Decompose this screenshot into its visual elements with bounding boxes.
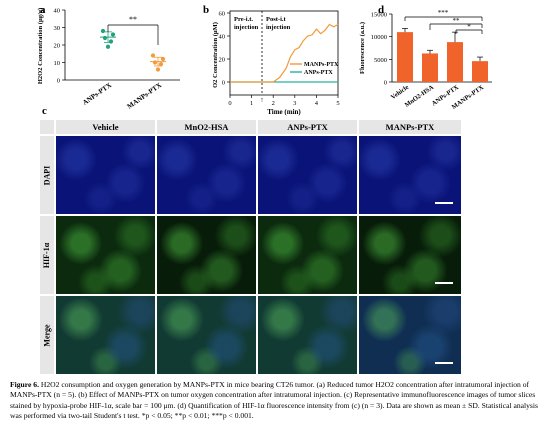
column-header-mno2-hsa: MnO2-HSA [157,120,256,134]
chart-a-point [155,67,161,72]
chart-d-tick-label: 15000 [371,12,387,19]
chart-a-tick-label: 30 [54,25,61,32]
scale-bar [435,282,453,284]
chart-b-legend: MANPs-PTX ANPs-PTX [290,62,339,76]
chart-d-y-label: Fluorescence (a.u.) [359,22,366,74]
image-hif-vehicle [56,216,155,294]
chart-b-ytick-label: 0 [222,80,225,87]
legend-label-anps: ANPs-PTX [304,70,333,76]
chart-a-tick-label: 40 [54,8,61,15]
chart-b-pre-label-1: Pre-i.t. [234,16,253,23]
chart-d-bar [447,42,463,82]
image-merge-manps-ptx [359,296,461,374]
chart-a-y-label: H2O2 Concentration (µg/g) [37,8,44,84]
chart-d-tick-label: 10000 [371,34,387,41]
scale-bar [435,362,453,364]
chart-d-bars [397,28,488,82]
chart-a-point [160,56,166,62]
chart-b-xtick-label: 3 [293,100,296,107]
chart-b-post-label-1: Post-i.t [266,16,287,23]
row-label-dapi: DAPI [40,136,54,214]
chart-b-ytick-label: 20 [219,57,226,64]
image-merge-vehicle [56,296,155,374]
panel-letter-c: c [42,105,47,117]
image-dapi-vehicle [56,136,155,214]
chart-d-sig-1: *** [438,9,449,17]
column-header-anps-ptx: ANPs-PTX [258,120,357,134]
chart-b-lines [230,23,339,83]
chart-a-sig-label: ** [129,15,137,24]
row-label-hif: HIF-1α [40,216,54,294]
chart-a-y-ticks: 0 10 20 30 40 [54,8,65,85]
panel-letter-b: b [203,4,209,16]
image-dapi-manps-ptx [359,136,461,214]
chart-b-pre-label-2: injection [234,24,259,31]
row-label-merge: Merge [40,296,54,374]
chart-a-point [158,62,164,67]
chart-d-x-label: Vehicle [390,84,410,101]
panel-letter-a: a [40,4,46,16]
chart-d-sig-2: ** [453,17,461,25]
chart-b-ytick-label: 60 [219,11,226,18]
chart-b-arrow: ↑ [260,96,264,104]
chart-a-point [150,53,156,58]
grid-corner [40,120,54,134]
chart-d-bar [397,32,413,82]
chart-b-x-label: Time (min) [267,108,301,116]
chart-d-tick-label: 5000 [374,57,387,64]
chart-b-xtick-label: 0 [228,100,231,107]
chart-b-line-manps [230,23,339,83]
immunofluorescence-grid: Vehicle MnO2-HSA ANPs-PTX MANPs-PTX DAPI… [40,120,461,374]
chart-a-marks [100,28,166,72]
chart-d-bar [422,53,438,82]
chart-b-y-label: O2 Concentration (µM) [212,22,219,88]
chart-d-bar [472,61,488,82]
image-hif-manps-ptx [359,216,461,294]
chart-a-tick-label: 10 [54,60,61,67]
chart-a-tick-label: 0 [57,78,60,85]
chart-d-tick-label: 0 [384,80,387,87]
image-hif-anps-ptx [258,216,357,294]
image-merge-mno2-hsa [157,296,256,374]
column-header-manps-ptx: MANPs-PTX [359,120,461,134]
chart-b-xtick-label: 2 [272,100,275,107]
chart-b-post-label-2: injection [266,24,291,31]
caption-figure-number: Figure 6. [10,380,39,389]
chart-d-significance: *** ** * [404,9,483,34]
chart-b-xtick-label: 1 [250,100,253,107]
chart-b-xtick-label: 5 [336,100,339,107]
caption-text: H2O2 consumption and oxygen generation b… [10,380,538,420]
image-dapi-anps-ptx [258,136,357,214]
chart-d-sig-3: * [467,23,471,31]
chart-d-y-ticks: 0 5000 10000 15000 [371,12,392,87]
chart-b-ytick-label: 40 [219,34,226,41]
chart-b-x-ticks: 0 1 2 3 4 5 [228,95,340,107]
chart-a-point [110,32,116,37]
chart-b-xtick-label: 4 [315,100,319,107]
image-merge-anps-ptx [258,296,357,374]
image-dapi-mno2-hsa [157,136,256,214]
chart-b-y-ticks: 0 20 40 60 [219,11,230,87]
chart-a-significance: ** [107,15,159,45]
chart-a-point [105,44,111,49]
legend-label-manps: MANPs-PTX [304,62,339,68]
chart-b-frame [229,10,339,96]
figure-caption: Figure 6. H2O2 consumption and oxygen ge… [10,380,546,421]
scale-bar [435,202,453,204]
chart-a-tick-label: 20 [54,43,61,50]
panel-letter-d: d [378,4,384,16]
image-hif-mno2-hsa [157,216,256,294]
column-header-vehicle: Vehicle [56,120,155,134]
